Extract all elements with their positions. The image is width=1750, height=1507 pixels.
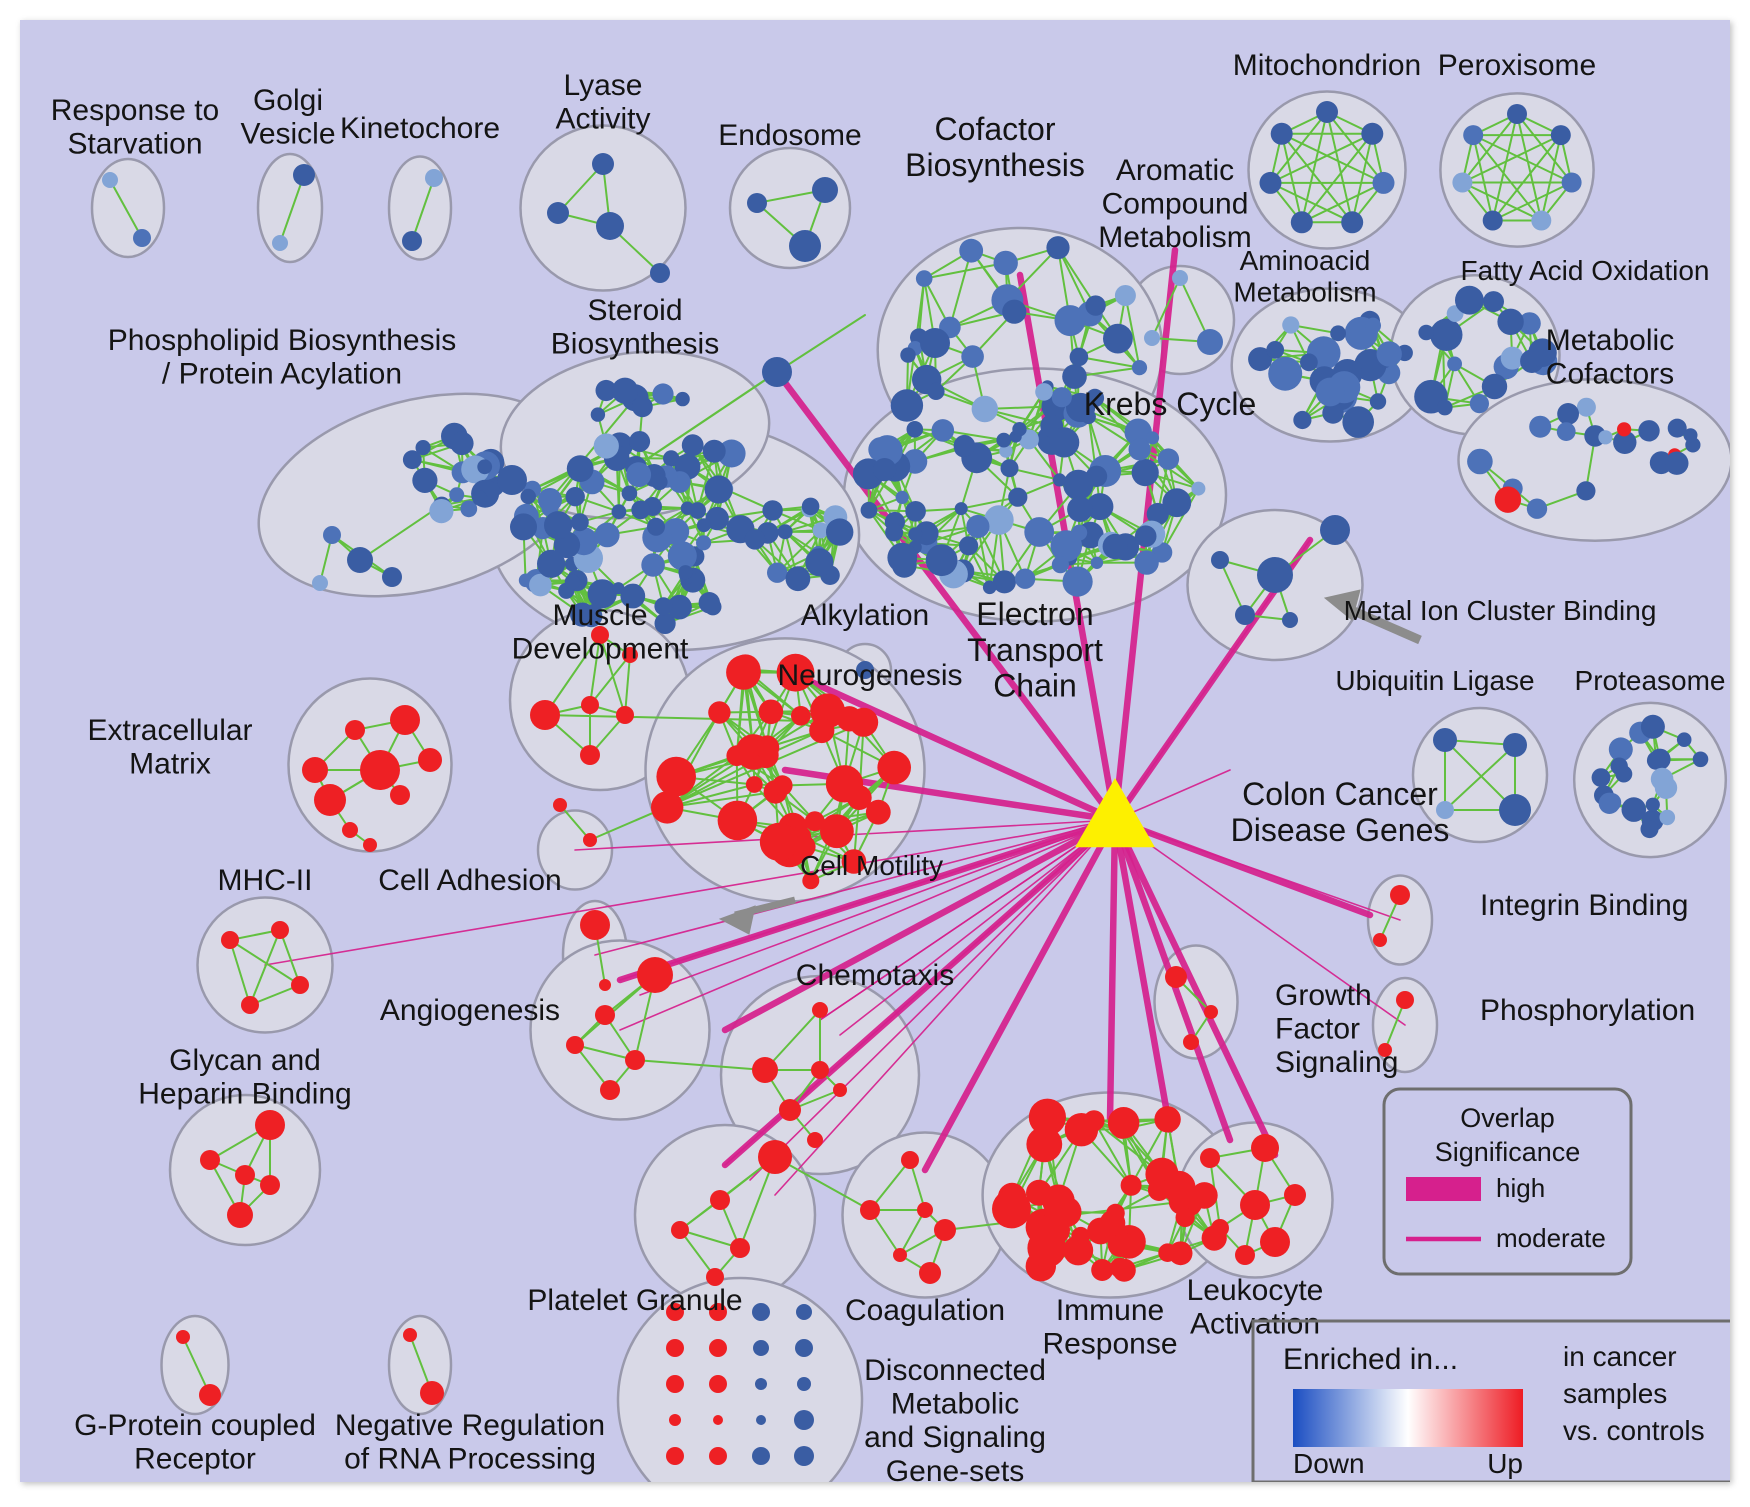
svg-text:Metabolism: Metabolism xyxy=(1098,221,1251,254)
svg-text:Metabolic: Metabolic xyxy=(891,1388,1019,1421)
svg-text:Chemotaxis: Chemotaxis xyxy=(796,959,954,992)
svg-text:Disconnected: Disconnected xyxy=(864,1354,1046,1387)
svg-text:and Signaling: and Signaling xyxy=(864,1421,1046,1454)
svg-text:Gene-sets: Gene-sets xyxy=(886,1455,1024,1482)
svg-text:Transport: Transport xyxy=(967,632,1103,668)
svg-text:Metabolism: Metabolism xyxy=(1233,276,1376,307)
svg-text:Disease Genes: Disease Genes xyxy=(1231,812,1450,848)
svg-text:Phosphorylation: Phosphorylation xyxy=(1480,994,1695,1027)
svg-text:Ubiquitin Ligase: Ubiquitin Ligase xyxy=(1335,665,1534,696)
svg-text:Proteasome: Proteasome xyxy=(1575,665,1726,696)
svg-text:Golgi: Golgi xyxy=(253,84,323,117)
svg-text:Electron: Electron xyxy=(976,596,1093,632)
svg-text:Neurogenesis: Neurogenesis xyxy=(777,659,962,692)
svg-text:Development: Development xyxy=(512,633,689,666)
svg-text:Kinetochore: Kinetochore xyxy=(340,112,500,145)
svg-text:high: high xyxy=(1496,1173,1545,1203)
svg-text:in cancer: in cancer xyxy=(1563,1341,1677,1372)
svg-text:Compound: Compound xyxy=(1102,188,1249,221)
svg-text:Heparin Binding: Heparin Binding xyxy=(138,1078,351,1111)
svg-text:Leukocyte: Leukocyte xyxy=(1187,1274,1324,1307)
svg-text:Enriched in...: Enriched in... xyxy=(1283,1343,1458,1376)
svg-text:Response to: Response to xyxy=(51,94,219,127)
svg-text:Response: Response xyxy=(1042,1328,1177,1361)
svg-text:Cofactors: Cofactors xyxy=(1546,358,1674,391)
svg-text:Cofactor: Cofactor xyxy=(935,111,1056,147)
svg-text:Vesicle: Vesicle xyxy=(240,118,335,151)
svg-text:Starvation: Starvation xyxy=(67,128,202,161)
svg-text:Lyase: Lyase xyxy=(564,69,643,102)
svg-text:Colon Cancer: Colon Cancer xyxy=(1242,776,1438,812)
svg-text:Phospholipid Biosynthesis: Phospholipid Biosynthesis xyxy=(108,324,457,357)
svg-text:Factor: Factor xyxy=(1275,1013,1360,1046)
svg-text:Angiogenesis: Angiogenesis xyxy=(380,994,560,1027)
svg-text:Overlap: Overlap xyxy=(1460,1103,1555,1133)
svg-text:Biosynthesis: Biosynthesis xyxy=(551,328,719,361)
svg-text:/ Protein Acylation: / Protein Acylation xyxy=(162,358,402,391)
svg-text:Aromatic: Aromatic xyxy=(1116,154,1234,187)
svg-text:Growth: Growth xyxy=(1275,979,1372,1012)
svg-text:Up: Up xyxy=(1487,1448,1523,1479)
svg-text:Coagulation: Coagulation xyxy=(845,1294,1005,1327)
svg-text:Metabolic: Metabolic xyxy=(1546,324,1674,357)
svg-text:Chain: Chain xyxy=(993,668,1077,704)
svg-text:Alkylation: Alkylation xyxy=(801,599,929,632)
svg-text:G-Protein coupled: G-Protein coupled xyxy=(74,1409,316,1442)
svg-text:Receptor: Receptor xyxy=(134,1443,256,1476)
svg-text:Integrin Binding: Integrin Binding xyxy=(1480,889,1688,922)
svg-text:Immune: Immune xyxy=(1056,1294,1164,1327)
svg-text:Aminoacid: Aminoacid xyxy=(1240,245,1371,276)
svg-text:Metal Ion Cluster Binding: Metal Ion Cluster Binding xyxy=(1344,595,1657,626)
svg-text:Biosynthesis: Biosynthesis xyxy=(905,147,1085,183)
svg-text:samples: samples xyxy=(1563,1378,1667,1409)
svg-text:Peroxisome: Peroxisome xyxy=(1438,49,1596,82)
svg-text:Cell Adhesion: Cell Adhesion xyxy=(378,864,561,897)
svg-text:Extracellular: Extracellular xyxy=(87,714,252,747)
svg-text:MHC-II: MHC-II xyxy=(218,864,313,897)
svg-text:moderate: moderate xyxy=(1496,1223,1606,1253)
svg-text:vs. controls: vs. controls xyxy=(1563,1415,1705,1446)
svg-text:Platelet Granule: Platelet Granule xyxy=(527,1284,742,1317)
svg-text:Signaling: Signaling xyxy=(1275,1046,1398,1079)
svg-text:Significance: Significance xyxy=(1435,1137,1581,1167)
svg-text:Fatty Acid Oxidation: Fatty Acid Oxidation xyxy=(1460,255,1709,286)
svg-text:Steroid: Steroid xyxy=(587,294,682,327)
svg-text:Endosome: Endosome xyxy=(718,119,861,152)
svg-text:Muscle: Muscle xyxy=(552,599,647,632)
svg-text:Activity: Activity xyxy=(555,103,650,136)
svg-text:Krebs Cycle: Krebs Cycle xyxy=(1084,386,1257,422)
svg-text:Glycan and: Glycan and xyxy=(169,1044,321,1077)
svg-text:Activation: Activation xyxy=(1190,1308,1320,1341)
svg-text:of RNA Processing: of RNA Processing xyxy=(344,1443,596,1476)
svg-text:Negative Regulation: Negative Regulation xyxy=(335,1409,605,1442)
svg-text:Mitochondrion: Mitochondrion xyxy=(1233,49,1421,82)
svg-text:Down: Down xyxy=(1293,1448,1365,1479)
svg-text:Cell Motility: Cell Motility xyxy=(800,850,943,881)
svg-text:Matrix: Matrix xyxy=(129,748,211,781)
